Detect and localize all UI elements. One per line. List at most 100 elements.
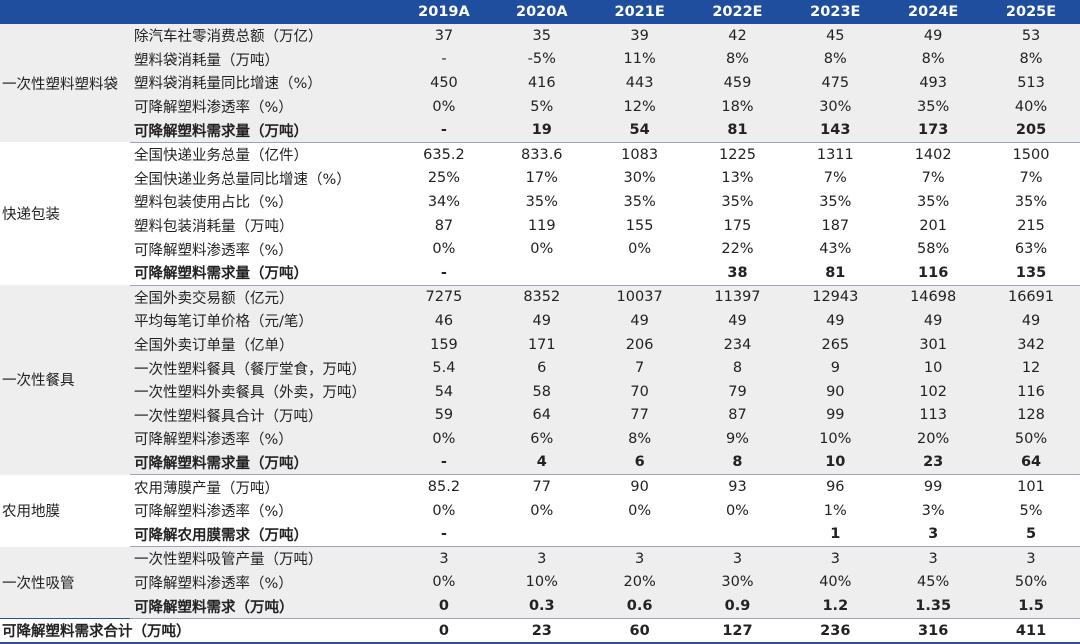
value-cell: 14698: [884, 285, 983, 310]
value-cell: 12%: [590, 94, 689, 119]
value-cell: 35%: [786, 190, 885, 214]
value-cell: 1311: [786, 142, 885, 167]
value-cell: 64: [982, 450, 1080, 476]
value-cell: 173: [884, 118, 983, 143]
value-cell: 35%: [982, 190, 1080, 214]
metric-label: 可降解塑料渗透率（%）: [130, 94, 396, 119]
metric-label: 可降解塑料渗透率（%）: [130, 237, 396, 261]
table-row: 可降解塑料需求量（万吨） -4 6 8 10 23 64: [0, 450, 1080, 476]
value-cell: 17%: [492, 166, 591, 191]
metric-label: 除汽车社零消费总额（万亿）: [130, 24, 396, 48]
total-value-cell: 236: [786, 617, 885, 644]
header-blank: [0, 0, 130, 24]
value-cell: 6%: [492, 427, 591, 451]
table-row: 塑料包装使用占比（%） 34% 35% 35% 35% 35% 35% 35%: [0, 190, 1080, 214]
table-row: 可降解塑料渗透率（%） 0% 0% 0% 0% 1% 3% 5%: [0, 498, 1080, 523]
value-cell: 3: [884, 522, 983, 548]
metric-label: 塑料包装消耗量（万吨）: [130, 213, 396, 238]
value-cell: 7%: [786, 166, 885, 191]
value-cell: 135: [982, 260, 1080, 286]
table-row: 一次性塑料餐具合计（万吨） 59 64 77 87 99 113 128: [0, 403, 1080, 428]
value-cell: 35%: [884, 94, 983, 119]
value-cell: 49: [590, 309, 689, 333]
total-value-cell: 411: [982, 617, 1080, 644]
value-cell: 8352: [492, 285, 591, 310]
value-cell: 99: [786, 403, 885, 428]
table-row: 可降解塑料渗透率（%） 0% 6% 8% 9% 10% 20% 50%: [0, 427, 1080, 451]
value-cell: 10: [786, 450, 885, 476]
metric-label: 可降解塑料渗透率（%）: [130, 570, 396, 595]
total-value-cell: 127: [688, 617, 787, 644]
value-cell: 39: [590, 24, 689, 48]
total-label: 可降解塑料需求合计（万吨）: [0, 617, 396, 644]
value-cell: 3: [492, 546, 591, 571]
value-cell: 5%: [492, 94, 591, 119]
value-cell: 46: [395, 309, 493, 333]
value-cell: 43%: [786, 237, 885, 261]
value-cell: 34%: [395, 190, 493, 214]
value-cell: 40%: [786, 570, 885, 595]
metric-label: 全国快递业务总量同比增速（%）: [130, 166, 396, 191]
table-row: 全国快递业务总量同比增速（%） 25% 17% 30% 13% 7% 7% 7%: [0, 166, 1080, 191]
metric-label: 可降解塑料渗透率（%）: [130, 427, 396, 451]
value-cell: 475: [786, 71, 885, 95]
value-cell: 128: [982, 403, 1080, 428]
value-cell: 0%: [688, 498, 787, 523]
value-cell: 1.5: [982, 594, 1080, 619]
value-cell: 35: [492, 24, 591, 48]
value-cell: 85.2: [395, 474, 493, 499]
value-cell: 1083: [590, 142, 689, 167]
value-cell: 9: [786, 356, 885, 380]
value-cell: 10: [884, 356, 983, 380]
value-cell: 0%: [395, 94, 493, 119]
value-cell: 0%: [590, 237, 689, 261]
value-cell: 20%: [590, 570, 689, 595]
value-cell: 58%: [884, 237, 983, 261]
value-cell: 0%: [492, 237, 591, 261]
value-cell: 1: [786, 522, 885, 548]
metric-label: 塑料袋消耗量同比增速（%）: [130, 71, 396, 95]
value-cell: 143: [786, 118, 885, 143]
metric-label: 可降解塑料需求量（万吨）: [130, 450, 396, 476]
value-cell: 45%: [884, 570, 983, 595]
value-cell: 0%: [395, 570, 493, 595]
value-cell: [688, 522, 787, 548]
value-cell: 0: [395, 594, 493, 619]
value-cell: 342: [982, 332, 1080, 357]
value-cell: 513: [982, 71, 1080, 95]
table-row: 农用地膜 农用薄膜产量（万吨） 85.2 77 90 93 96 99 101: [0, 474, 1080, 547]
year-header: 2022E: [688, 0, 787, 24]
value-cell: 11397: [688, 285, 787, 310]
value-cell: 23: [884, 450, 983, 476]
value-cell: -: [395, 260, 493, 286]
year-header: 2024E: [884, 0, 983, 24]
value-cell: 0%: [492, 498, 591, 523]
metric-label: 可降解农用膜需求（万吨）: [130, 522, 396, 548]
value-cell: 459: [688, 71, 787, 95]
value-cell: 35%: [884, 190, 983, 214]
table-row: 塑料袋消耗量（万吨） - -5% 11% 8% 8% 8% 8%: [0, 47, 1080, 72]
metric-label: 一次性塑料餐具（餐厅堂食，万吨）: [130, 356, 396, 380]
value-cell: 1.35: [884, 594, 983, 619]
table-row: 可降解塑料需求量（万吨） -19 54 81 143 173 205: [0, 118, 1080, 143]
value-cell: 416: [492, 71, 591, 95]
value-cell: 206: [590, 332, 689, 357]
value-cell: 63%: [982, 237, 1080, 261]
value-cell: 90: [786, 379, 885, 404]
value-cell: [590, 260, 689, 286]
value-cell: 102: [884, 379, 983, 404]
value-cell: 49: [884, 309, 983, 333]
value-cell: 19: [492, 118, 591, 143]
value-cell: 0%: [395, 237, 493, 261]
total-value-cell: 23: [492, 617, 591, 644]
header-row: 2019A 2020A 2021E 2022E 2023E 2024E 2025…: [0, 0, 1080, 24]
table-row: 塑料袋消耗量同比增速（%） 450 416 443 459 475 493 513: [0, 71, 1080, 95]
value-cell: 265: [786, 332, 885, 357]
value-cell: 49: [786, 309, 885, 333]
value-cell: 35%: [688, 190, 787, 214]
table-row: 可降解塑料渗透率（%） 0% 5% 12% 18% 30% 35% 40%: [0, 94, 1080, 119]
value-cell: [492, 522, 591, 548]
value-cell: 50%: [982, 427, 1080, 451]
value-cell: 1.2: [786, 594, 885, 619]
metric-label: 可降解塑料渗透率（%）: [130, 498, 396, 523]
